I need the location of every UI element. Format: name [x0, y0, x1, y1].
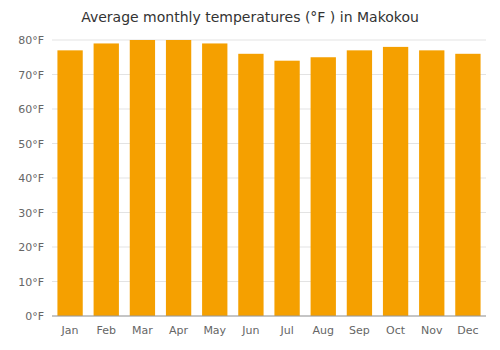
grid-line	[52, 316, 486, 317]
bar	[347, 50, 372, 316]
y-tick-label: 40°F	[18, 172, 44, 185]
x-tick-label: Dec	[457, 324, 478, 337]
x-tick-label: Apr	[169, 324, 189, 337]
bar	[419, 50, 444, 316]
x-tick-label: Nov	[421, 324, 443, 337]
x-tick-label: Mar	[132, 324, 153, 337]
x-axis-line	[52, 316, 486, 317]
bar	[202, 43, 227, 316]
x-axis: Jan Feb Mar Apr May Jun Jul Aug Sep Oct Nov Dec	[61, 324, 479, 337]
bar	[166, 40, 191, 316]
y-tick-label: 70°F	[18, 69, 44, 82]
bar	[57, 50, 82, 316]
x-tick-label: Aug	[313, 324, 334, 337]
bar	[130, 40, 155, 316]
chart-container: Average monthly temperatures (°F ) in Ma…	[0, 0, 500, 350]
x-tick-label: Feb	[97, 324, 116, 337]
x-tick-label: May	[203, 324, 226, 337]
bar	[94, 43, 119, 316]
x-tick-label: Oct	[386, 324, 406, 337]
y-tick-label: 50°F	[18, 138, 44, 151]
y-tick-label: 20°F	[18, 241, 44, 254]
y-tick-label: 60°F	[18, 103, 44, 116]
y-tick-label: 30°F	[18, 207, 44, 220]
x-tick-label: Jun	[241, 324, 259, 337]
title: Average monthly temperatures (°F ) in Ma…	[81, 9, 419, 25]
x-tick-label: Jan	[61, 324, 79, 337]
x-tick-label: Jul	[279, 324, 293, 337]
bar	[274, 61, 299, 316]
y-tick-label: 0°F	[25, 310, 44, 323]
bars	[57, 40, 480, 316]
x-tick-label: Sep	[349, 324, 370, 337]
bar	[455, 54, 480, 316]
bar	[311, 57, 336, 316]
y-tick-label: 80°F	[18, 34, 44, 47]
y-tick-label: 10°F	[18, 276, 44, 289]
bar	[383, 47, 408, 316]
y-axis: 0°F 10°F 20°F 30°F 40°F 50°F 60°F 70°F 80°F	[18, 34, 486, 323]
bar	[238, 54, 263, 316]
grid-line	[52, 40, 486, 41]
chart: Average monthly temperatures (°F ) in Ma…	[0, 0, 500, 350]
